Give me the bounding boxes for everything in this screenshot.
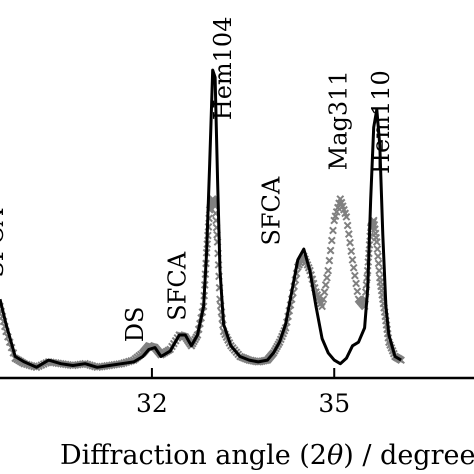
- peak-label: SFCA: [258, 176, 286, 245]
- data-point-marker: [326, 246, 335, 255]
- data-point-marker: [348, 255, 357, 264]
- peak-label: SFCA: [0, 208, 9, 277]
- data-point-marker: [352, 279, 361, 288]
- data-point-marker: [329, 226, 337, 235]
- peak-label: Mag311: [324, 70, 352, 170]
- data-point-marker: [374, 259, 383, 268]
- data-point-marker: [375, 266, 384, 275]
- x-ticks: 32 35: [136, 368, 350, 418]
- data-point-marker: [374, 252, 382, 261]
- peak-label: DS: [121, 307, 149, 343]
- x-tick-label: 35: [318, 389, 350, 418]
- data-point-marker: [323, 273, 331, 282]
- series-markers: [0, 195, 405, 372]
- data-point-marker: [344, 230, 353, 238]
- data-point-marker: [318, 302, 326, 311]
- peak-label: Hem104: [209, 17, 237, 121]
- data-point-marker: [373, 245, 382, 254]
- series-line: [0, 68, 402, 369]
- x-tick-label: 32: [136, 389, 168, 418]
- data-point-marker: [324, 266, 333, 275]
- peak-label: SFCA: [163, 251, 191, 320]
- data-point-marker: [353, 287, 362, 296]
- peak-annotations: SFCA DS SFCA Hem104 SFCA Mag311 Hem110: [0, 17, 395, 343]
- x-axis-title: Diffraction angle (2θ) / degree: [60, 440, 474, 471]
- plot-area: 32 35 SFCA DS SFCA Hem104 SFCA Mag311 Hem110: [0, 17, 474, 418]
- data-point-marker: [346, 238, 354, 247]
- data-point-marker: [349, 263, 358, 272]
- data-point-marker: [320, 288, 329, 296]
- data-point-marker: [372, 238, 381, 246]
- peak-label: Hem110: [367, 70, 395, 174]
- data-point-marker: [347, 247, 356, 256]
- series-layer: [0, 68, 405, 372]
- data-point-marker: [319, 295, 328, 304]
- data-point-marker: [325, 256, 334, 265]
- data-point-marker: [321, 281, 330, 289]
- data-point-marker: [343, 221, 352, 230]
- data-point-marker: [327, 236, 336, 245]
- data-point-marker: [342, 212, 351, 221]
- data-point-marker: [350, 271, 359, 280]
